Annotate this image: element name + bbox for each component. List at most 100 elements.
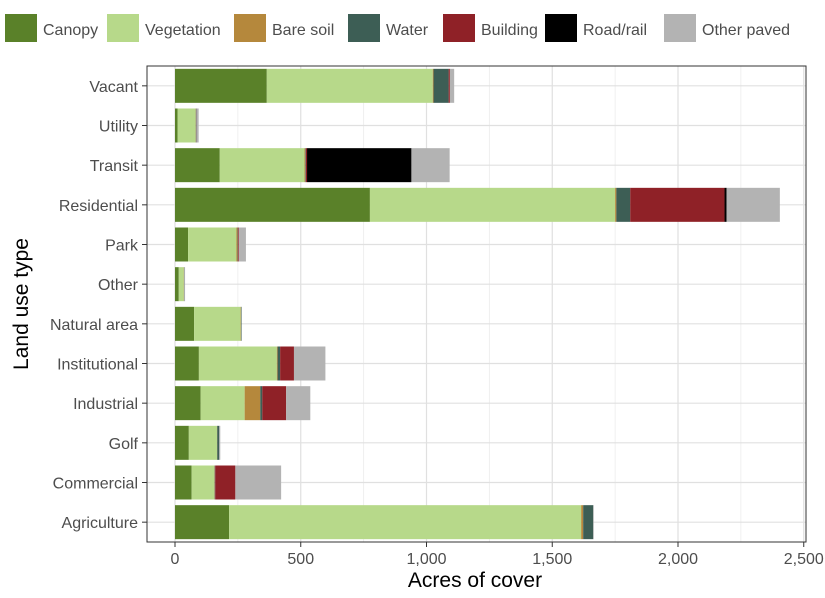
bar-segment-institutional-canopy xyxy=(175,347,199,381)
legend-item-bare-soil: Bare soil xyxy=(234,14,334,42)
bar-segment-park-canopy xyxy=(175,228,188,262)
bar-segment-industrial-building xyxy=(262,386,286,420)
bar-segment-transit-road-rail xyxy=(307,148,411,182)
bar-segment-golf-vegetation xyxy=(189,426,217,460)
y-tick-label: Golf xyxy=(109,436,139,453)
bar-segment-residential-water xyxy=(616,188,630,222)
bar-segment-vacant-building xyxy=(449,69,450,103)
legend-label: Road/rail xyxy=(583,22,647,39)
bar-segment-residential-canopy xyxy=(175,188,370,222)
bar-segment-vacant-bare-soil xyxy=(433,69,434,103)
legend-swatch xyxy=(5,14,37,42)
legend-item-vegetation: Vegetation xyxy=(107,14,221,42)
bar-segment-natural-area-bare-soil xyxy=(241,307,242,341)
bar-segment-transit-vegetation xyxy=(220,148,305,182)
bar-segment-golf-other-paved xyxy=(219,426,220,460)
bar-segment-park-other-paved xyxy=(239,228,246,262)
bar-segment-residential-other-paved xyxy=(727,188,780,222)
bar-segment-agriculture-canopy xyxy=(175,505,229,539)
bar-segment-utility-water xyxy=(196,109,197,143)
y-tick-label: Institutional xyxy=(57,357,138,374)
legend-swatch xyxy=(443,14,475,42)
x-axis-title: Acres of cover xyxy=(408,569,542,592)
bar-segment-institutional-bare-soil xyxy=(277,347,278,381)
bar-segment-commercial-water xyxy=(215,466,216,500)
legend-label: Water xyxy=(386,22,429,39)
bar-segment-institutional-building xyxy=(280,347,294,381)
x-tick-label: 1,500 xyxy=(532,551,572,568)
legend-item-building: Building xyxy=(443,14,538,42)
bar-segment-golf-canopy xyxy=(175,426,189,460)
legend-label: Other paved xyxy=(702,22,790,39)
bar-segment-park-vegetation xyxy=(188,228,236,262)
legend-swatch xyxy=(545,14,577,42)
y-tick-label: Park xyxy=(105,238,139,255)
bar-segment-industrial-canopy xyxy=(175,386,201,420)
legend-swatch xyxy=(107,14,139,42)
bar-segment-residential-bare-soil xyxy=(615,188,616,222)
bar-segment-other-vegetation xyxy=(179,267,184,301)
bar-segment-industrial-vegetation xyxy=(201,386,245,420)
bar-segment-commercial-other-paved xyxy=(235,466,281,500)
bar-segment-park-water xyxy=(238,228,239,262)
bar-segment-industrial-bare-soil xyxy=(245,386,261,420)
y-tick-label: Residential xyxy=(59,198,138,215)
legend-label: Vegetation xyxy=(145,22,221,39)
legend-item-canopy: Canopy xyxy=(5,14,98,42)
x-tick-label: 500 xyxy=(287,551,314,568)
y-tick-label: Agriculture xyxy=(62,515,139,532)
bar-segment-residential-vegetation xyxy=(370,188,615,222)
bar-segment-residential-building xyxy=(630,188,724,222)
bar-segment-other-other-paved xyxy=(184,267,185,301)
bar-segment-transit-water xyxy=(305,148,306,182)
x-tick-label: 2,500 xyxy=(784,551,824,568)
legend: Canopy Vegetation Bare soil Water Building Ro… xyxy=(5,14,790,42)
bar-segment-vacant-canopy xyxy=(175,69,267,103)
bar-segment-agriculture-vegetation xyxy=(229,505,581,539)
y-tick-label: Natural area xyxy=(50,317,138,334)
bar-segment-agriculture-other-paved xyxy=(593,505,594,539)
legend-label: Canopy xyxy=(43,22,98,39)
bar-segment-natural-area-canopy xyxy=(175,307,194,341)
legend-item-road-rail: Road/rail xyxy=(545,14,647,42)
bar-segment-institutional-water xyxy=(278,347,281,381)
legend-label: Bare soil xyxy=(272,22,334,39)
bar-segment-agriculture-bare-soil xyxy=(581,505,583,539)
bar-segment-transit-canopy xyxy=(175,148,220,182)
bar-segment-commercial-canopy xyxy=(175,466,192,500)
y-tick-label: Commercial xyxy=(53,476,138,493)
bar-segment-other-canopy xyxy=(175,267,179,301)
bar-segment-utility-other-paved xyxy=(197,109,199,143)
x-axis: 0 500 1,000 1,500 2,000 2,500 xyxy=(171,542,824,568)
bar-segment-park-bare-soil xyxy=(236,228,237,262)
bar-segment-vacant-vegetation xyxy=(267,69,433,103)
bar-segment-vacant-other-paved xyxy=(450,69,454,103)
bar-segment-commercial-bare-soil xyxy=(214,466,215,500)
legend-swatch xyxy=(234,14,266,42)
bar-segment-industrial-other-paved xyxy=(286,386,310,420)
bar-segment-agriculture-water xyxy=(583,505,593,539)
legend-swatch xyxy=(348,14,380,42)
bar-segment-institutional-vegetation xyxy=(199,347,277,381)
bar-segment-natural-area-water xyxy=(241,307,242,341)
y-tick-label: Other xyxy=(98,277,139,294)
bar-segment-golf-water xyxy=(217,426,219,460)
legend-label: Building xyxy=(481,22,538,39)
legend-item-other-paved: Other paved xyxy=(664,14,790,42)
y-tick-label: Industrial xyxy=(73,396,138,413)
bar-segment-transit-building xyxy=(306,148,307,182)
bar-segment-vacant-water xyxy=(434,69,449,103)
bar-segment-residential-road-rail xyxy=(725,188,727,222)
bar-segment-commercial-building xyxy=(215,466,235,500)
y-tick-label: Vacant xyxy=(89,79,138,96)
y-tick-label: Utility xyxy=(99,119,138,136)
x-tick-label: 0 xyxy=(171,551,180,568)
bar-segment-park-building xyxy=(238,228,239,262)
x-tick-label: 2,000 xyxy=(658,551,698,568)
bar-segment-transit-other-paved xyxy=(411,148,449,182)
bar-segment-institutional-other-paved xyxy=(294,347,325,381)
x-tick-label: 1,000 xyxy=(406,551,446,568)
bar-segment-utility-canopy xyxy=(175,109,178,143)
